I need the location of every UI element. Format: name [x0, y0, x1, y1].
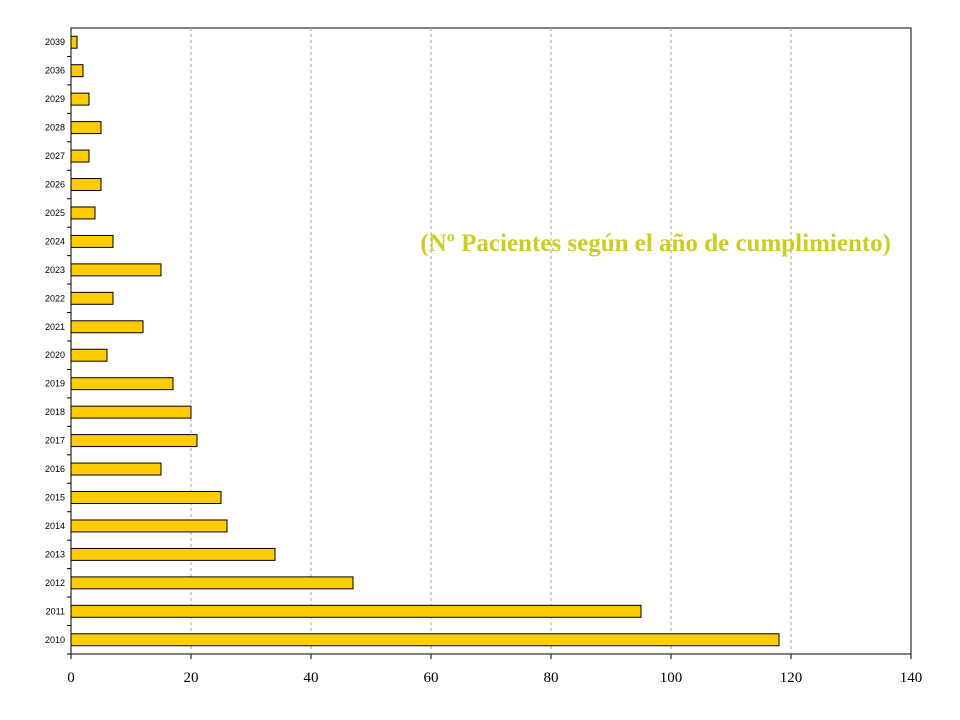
y-tick-label: 2013 [45, 549, 65, 559]
bar-2019 [70, 377, 174, 391]
y-tick-label: 2018 [45, 407, 65, 417]
x-tick-label: 40 [304, 670, 319, 686]
y-tick-label: 2011 [46, 606, 65, 616]
y-tick-label: 2028 [45, 123, 65, 133]
bar-2026 [70, 178, 102, 191]
bar-2014 [70, 519, 228, 533]
bar-2025 [70, 206, 96, 220]
bar-2015 [70, 491, 222, 504]
x-axis: 0 20 40 60 80 100 120 140 [67, 654, 922, 686]
bar-2027 [70, 149, 90, 163]
y-tick-label: 2025 [45, 208, 65, 218]
bar-2012 [70, 576, 354, 590]
bar-2029 [70, 92, 90, 106]
bar-2036 [70, 64, 84, 78]
bar-2017 [70, 434, 198, 448]
bar-2028 [70, 121, 102, 135]
x-tick-label: 60 [424, 670, 439, 686]
bar-2011 [70, 604, 642, 618]
y-axis: 2010 2011 2012 2013 2014 2015 2016 2017 2018 2019… [45, 37, 71, 655]
y-tick-label: 2012 [45, 578, 65, 588]
y-tick-label: 2022 [45, 293, 65, 303]
bar-2013 [70, 547, 276, 561]
y-tick-label: 2039 [45, 37, 65, 47]
bar-2039 [70, 35, 78, 49]
chart-annotation: (Nº Pacientes según el año de cumplimien… [420, 230, 891, 257]
y-tick-label: 2019 [45, 379, 65, 389]
bar-2016 [70, 462, 162, 476]
bar-2010 [70, 633, 780, 647]
x-tick-label: 80 [544, 670, 559, 686]
x-tick-label: 100 [660, 670, 683, 686]
x-tick-label: 140 [900, 670, 923, 686]
y-tick-label: 2029 [45, 94, 65, 104]
y-tick-label: 2010 [45, 635, 65, 645]
y-tick-label: 2027 [45, 151, 65, 161]
bar-2018 [70, 405, 192, 419]
y-tick-label: 2020 [45, 350, 65, 360]
bar-2023 [70, 263, 162, 277]
y-tick-label: 2014 [45, 521, 65, 531]
y-tick-label: 2024 [45, 236, 65, 246]
bar-2024 [70, 234, 114, 248]
y-tick-label: 2026 [45, 180, 65, 190]
x-tick-label: 120 [780, 670, 803, 686]
y-tick-label: 2023 [45, 265, 65, 275]
y-tick-label: 2021 [45, 322, 65, 332]
y-tick-label: 2036 [45, 66, 65, 76]
y-tick-label: 2016 [45, 464, 65, 474]
bars [70, 35, 780, 647]
bar-2021 [70, 320, 144, 334]
bar-2020 [70, 348, 108, 362]
x-tick-label: 20 [184, 670, 199, 686]
x-tick-label: 0 [67, 670, 75, 686]
grid-lines [190, 28, 792, 654]
y-tick-label: 2015 [45, 493, 65, 503]
bar-2022 [70, 291, 114, 305]
y-tick-label: 2017 [45, 436, 65, 446]
